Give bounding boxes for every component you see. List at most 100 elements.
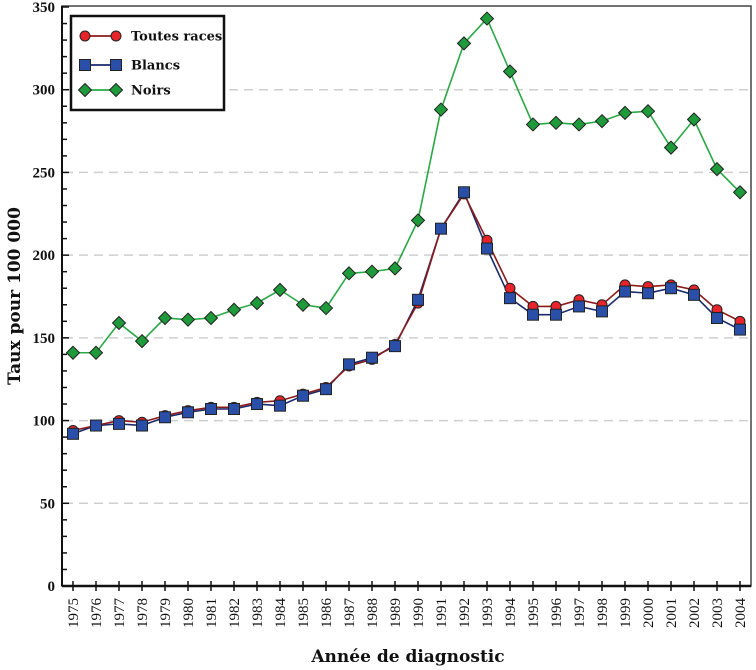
point-noirs-2001 bbox=[663, 140, 679, 155]
point-blancs-2002 bbox=[688, 288, 700, 301]
x-axis-title: Année de diagnostic bbox=[310, 647, 504, 667]
x-tick-label: 1994 bbox=[503, 598, 519, 629]
line-blancs bbox=[72, 190, 741, 435]
point-noirs-1989 bbox=[387, 261, 403, 276]
y-axis-ticks: 0 50 100 150 200 250 300 350 bbox=[33, 0, 69, 595]
point-blancs-1982 bbox=[228, 402, 240, 415]
x-tick-label: 1980 bbox=[181, 598, 197, 628]
point-noirs-1986 bbox=[318, 300, 334, 316]
x-tick-label: 1998 bbox=[595, 598, 611, 628]
x-tick-label: 1976 bbox=[89, 598, 105, 629]
y-tick-label: 200 bbox=[33, 248, 56, 264]
point-blancs-1998 bbox=[596, 305, 608, 318]
x-axis-ticks: 1975 1976 1977 1978 1979 1980 1981 1982 1983 1984… bbox=[66, 581, 749, 628]
x-tick-label: 1991 bbox=[434, 598, 450, 628]
legend-item-noirs: Noirs bbox=[77, 82, 171, 99]
x-tick-label: 1986 bbox=[319, 598, 335, 629]
point-noirs-1994 bbox=[502, 64, 518, 79]
point-blancs-1985 bbox=[297, 389, 309, 402]
legend-marker-blancs-start bbox=[79, 59, 91, 71]
series-blancs bbox=[72, 190, 741, 435]
x-tick-label: 1999 bbox=[618, 598, 634, 628]
legend-item-toutes-races: Toutes races bbox=[79, 30, 222, 45]
x-tick-label: 1989 bbox=[388, 598, 404, 628]
x-tick-label: 1975 bbox=[66, 598, 82, 628]
point-noirs-1993 bbox=[479, 11, 495, 26]
x-tick-label: 2000 bbox=[641, 598, 657, 628]
x-tick-label: 2004 bbox=[733, 598, 749, 629]
x-tick-label: 1985 bbox=[296, 598, 312, 628]
x-tick-label: 1983 bbox=[250, 598, 266, 628]
x-tick-label: 1978 bbox=[135, 598, 151, 628]
point-blancs-1995 bbox=[527, 308, 539, 321]
legend-marker-noirs-start bbox=[77, 82, 93, 98]
point-blancs-1991 bbox=[435, 222, 447, 235]
x-tick-label: 1979 bbox=[158, 598, 174, 628]
point-noirs-1981 bbox=[203, 310, 219, 326]
point-blancs-1984 bbox=[274, 399, 286, 412]
y-tick-label: 250 bbox=[33, 165, 56, 181]
series-toutes-races bbox=[72, 192, 741, 432]
x-tick-label: 1995 bbox=[526, 598, 542, 628]
point-noirs-1978 bbox=[134, 333, 150, 349]
point-blancs-1990 bbox=[412, 293, 424, 306]
y-tick-label: 150 bbox=[33, 331, 56, 347]
markers-noirs bbox=[65, 11, 748, 360]
point-blancs-1996 bbox=[550, 308, 562, 321]
point-blancs-1981 bbox=[205, 402, 217, 415]
point-blancs-1988 bbox=[366, 351, 378, 364]
x-tick-label: 1996 bbox=[549, 598, 565, 629]
markers-blancs bbox=[67, 186, 746, 440]
point-noirs-1998 bbox=[594, 113, 610, 129]
x-tick-label: 2001 bbox=[664, 598, 680, 628]
series-layer bbox=[65, 11, 748, 440]
point-noirs-1995 bbox=[525, 117, 541, 132]
y-tick-label: 100 bbox=[33, 414, 56, 430]
point-noirs-1979 bbox=[157, 310, 173, 326]
point-noirs-1985 bbox=[295, 297, 311, 312]
point-noirs-1988 bbox=[364, 264, 380, 279]
point-noirs-1980 bbox=[180, 312, 196, 327]
point-blancs-2003 bbox=[711, 312, 723, 325]
point-noirs-1987 bbox=[341, 266, 357, 281]
x-tick-label: 1990 bbox=[411, 598, 427, 628]
x-tick-label: 1982 bbox=[227, 598, 243, 628]
legend-box bbox=[69, 14, 226, 112]
point-blancs-1977 bbox=[113, 417, 125, 430]
y-tick-label: 350 bbox=[33, 0, 56, 16]
legend-marker-toutes-races-end bbox=[110, 30, 122, 42]
legend-label: Noirs bbox=[131, 84, 171, 99]
legend-label: Blancs bbox=[131, 59, 180, 74]
point-noirs-2004 bbox=[732, 185, 748, 200]
point-blancs-1976 bbox=[90, 419, 102, 432]
point-noirs-1999 bbox=[617, 105, 633, 121]
point-blancs-1994 bbox=[504, 292, 516, 305]
point-blancs-1986 bbox=[320, 383, 332, 396]
point-noirs-1977 bbox=[111, 315, 127, 331]
x-tick-label: 1997 bbox=[572, 598, 588, 629]
markers-toutes-races bbox=[67, 188, 746, 436]
legend-marker-noirs-end bbox=[108, 82, 124, 98]
point-blancs-1987 bbox=[343, 358, 355, 371]
point-noirs-1976 bbox=[88, 345, 104, 360]
point-noirs-2003 bbox=[709, 161, 725, 177]
point-noirs-2002 bbox=[686, 112, 702, 127]
x-tick-label: 1993 bbox=[480, 598, 496, 628]
point-blancs-2000 bbox=[642, 287, 654, 300]
legend: Toutes races Blancs Noirs bbox=[69, 14, 226, 112]
legend-marker-toutes-races-start bbox=[79, 30, 91, 42]
legend-label: Toutes races bbox=[131, 30, 222, 45]
point-blancs-1983 bbox=[251, 398, 263, 411]
point-blancs-1980 bbox=[182, 406, 194, 419]
point-noirs-1991 bbox=[433, 102, 449, 117]
legend-marker-blancs-end bbox=[110, 59, 122, 71]
point-blancs-1993 bbox=[481, 242, 493, 255]
x-tick-label: 2002 bbox=[687, 598, 703, 628]
point-toutes-races-1994 bbox=[504, 282, 516, 294]
x-tick-label: 2003 bbox=[710, 598, 726, 628]
point-noirs-1990 bbox=[410, 213, 426, 228]
x-tick-label: 1987 bbox=[342, 598, 358, 629]
y-tick-label: 0 bbox=[48, 579, 56, 595]
point-blancs-2001 bbox=[665, 282, 677, 295]
